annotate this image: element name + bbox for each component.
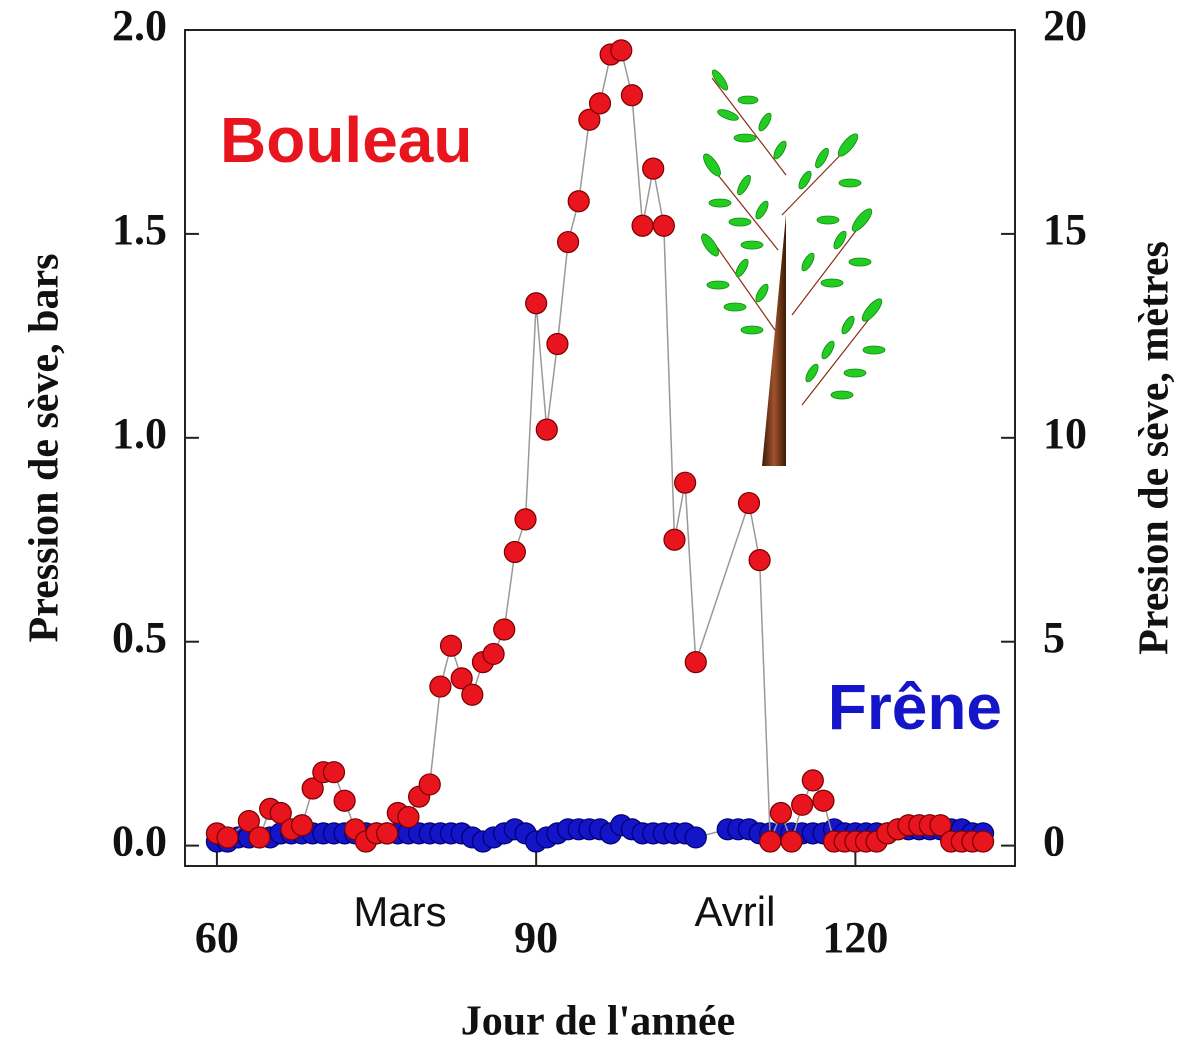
- y-tick-label: 1.0: [112, 409, 167, 458]
- data-point: [376, 822, 399, 845]
- data-point: [812, 789, 835, 812]
- data-point: [737, 491, 761, 515]
- data-point: [769, 801, 792, 825]
- y-tick-label: 2.0: [112, 1, 167, 50]
- y2-tick-label: 15: [1043, 205, 1087, 254]
- data-point: [525, 292, 548, 315]
- data-point: [290, 814, 314, 837]
- data-point: [322, 761, 346, 784]
- data-point: [971, 830, 995, 853]
- data-point: [663, 528, 686, 551]
- data-point: [791, 793, 814, 816]
- series-label: Frêne: [828, 671, 1002, 743]
- data-point: [684, 650, 707, 674]
- data-point: [801, 769, 824, 792]
- data-point: [482, 642, 505, 666]
- data-point: [301, 777, 324, 800]
- data-point: [514, 508, 537, 531]
- data-point: [642, 157, 665, 180]
- data-point: [556, 230, 580, 254]
- y2-tick-label: 0: [1043, 817, 1065, 866]
- data-point: [216, 826, 239, 849]
- y-axis-label: Pression de sève, bars: [22, 254, 68, 643]
- data-point: [439, 634, 463, 657]
- data-point: [674, 471, 697, 494]
- data-point: [418, 773, 441, 796]
- data-point: [429, 675, 452, 698]
- data-point: [546, 332, 569, 356]
- data-point: [780, 830, 803, 853]
- x-axis-label: Jour de l'année: [461, 999, 736, 1045]
- y-tick-label: 0.0: [112, 817, 167, 866]
- month-annotation: Mars: [353, 888, 446, 935]
- y2-tick-label: 20: [1043, 1, 1087, 50]
- data-point: [333, 789, 356, 812]
- data-point: [248, 826, 271, 849]
- y2-tick-label: 5: [1043, 613, 1065, 662]
- data-point: [631, 214, 654, 237]
- month-annotation: Avril: [695, 888, 776, 935]
- y-tick-label: 1.5: [112, 205, 167, 254]
- data-point: [397, 805, 420, 829]
- data-point: [503, 540, 526, 564]
- series-label: Bouleau: [220, 104, 472, 176]
- data-point: [578, 108, 601, 131]
- data-point: [588, 92, 612, 115]
- tree-illustration: [701, 69, 886, 466]
- data-point: [748, 549, 771, 572]
- data-point: [929, 814, 952, 837]
- data-point: [535, 418, 558, 441]
- x-tick-label: 120: [822, 913, 888, 962]
- data-point: [237, 810, 260, 833]
- y2-tick-label: 10: [1043, 409, 1087, 458]
- data-point: [493, 618, 516, 641]
- data-point: [684, 826, 707, 849]
- y2-axis-label: Presion de sève, mètres: [1132, 241, 1178, 655]
- data-point: [652, 214, 675, 237]
- plot-frame: [184, 29, 1016, 867]
- data-point: [269, 801, 292, 825]
- data-point: [759, 830, 782, 853]
- x-tick-label: 60: [195, 913, 239, 962]
- x-tick-label: 90: [514, 913, 558, 962]
- data-point: [567, 190, 590, 213]
- data-point: [620, 84, 644, 107]
- data-point: [450, 667, 473, 690]
- data-point: [610, 39, 633, 62]
- y-tick-label: 0.5: [112, 613, 167, 662]
- data-point: [461, 683, 484, 706]
